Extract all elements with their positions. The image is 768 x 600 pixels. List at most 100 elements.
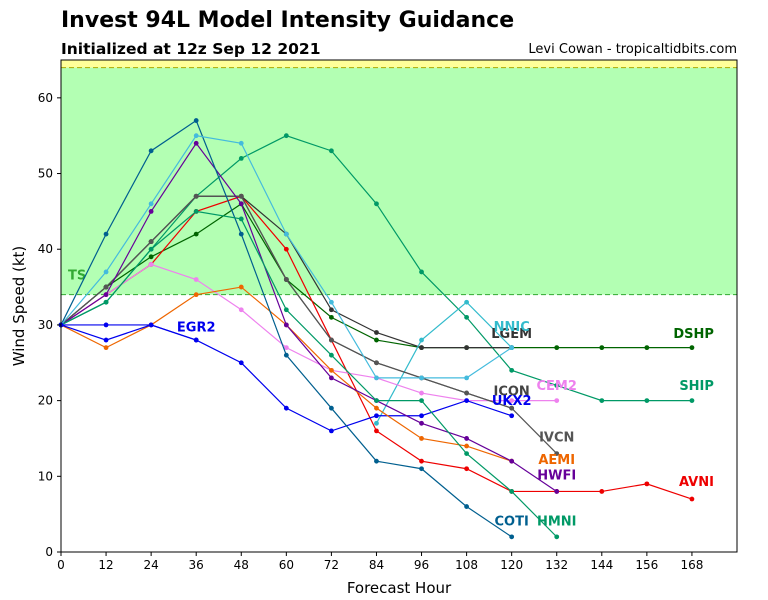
point-hmni-12	[103, 299, 109, 305]
point-ship-168	[689, 398, 695, 404]
point-hmni-132	[554, 534, 560, 540]
point-hwfi-36	[193, 140, 199, 146]
point-dshp-168	[689, 345, 695, 351]
point-hmon-12	[103, 269, 109, 275]
point-ukx2-72	[329, 428, 334, 434]
point-hmni-36	[193, 208, 199, 214]
point-hmni-24	[148, 246, 154, 252]
point-hmni-72	[329, 352, 334, 358]
x-tick-label-156: 156	[635, 558, 658, 572]
point-ivcn-60	[283, 277, 289, 282]
point-hmon-60	[283, 231, 289, 237]
point-coti-60	[283, 352, 289, 358]
point-lgem-72	[329, 307, 334, 313]
series-label-dshp: DSHP	[673, 327, 714, 342]
point-ivcn-48	[238, 193, 244, 199]
x-axis-label: Forecast Hour	[347, 579, 452, 597]
series-label-cem2: CEM2	[537, 379, 577, 394]
point-coti-108	[464, 504, 469, 509]
point-hmni-120	[509, 489, 515, 494]
point-dshp-72	[329, 314, 334, 320]
point-cem2-24	[148, 261, 154, 267]
point-avni-144	[599, 489, 605, 494]
x-tick-label-168: 168	[680, 558, 703, 572]
point-coti-96	[419, 466, 424, 472]
point-hmon-72	[329, 299, 334, 305]
point-ship-156	[644, 398, 650, 404]
axes: 0 12 24 36 48 60 72 84 96 108 120 132 144 156 168 0 10 20…	[38, 59, 738, 572]
point-ship-108	[464, 314, 469, 320]
point-aemi-48	[238, 284, 244, 290]
point-ship-72	[329, 148, 334, 154]
point-aemi-96	[419, 436, 424, 441]
point-cem2-120	[509, 398, 515, 404]
chart-credit: Levi Cowan - tropicaltidbits.com	[528, 42, 737, 57]
y-tick-label-20: 20	[38, 394, 53, 408]
series-line-aemi	[60, 286, 512, 462]
point-hwfi-48	[238, 201, 244, 207]
point-hwfi-60	[283, 322, 289, 328]
point-egr2-24	[148, 322, 154, 328]
x-tick-label-84: 84	[369, 558, 384, 572]
point-ivcn-120	[509, 405, 515, 411]
point-hwfi-132	[554, 489, 560, 494]
point-dshp-36	[193, 231, 199, 237]
point-coti-72	[329, 405, 334, 411]
band-1	[61, 60, 737, 68]
series-label-ivcn: IVCN	[539, 430, 574, 445]
point-aemi-12	[103, 345, 109, 351]
point-dshp-156	[644, 345, 650, 351]
y-tick-label-60: 60	[38, 91, 53, 105]
point-hmni-96	[419, 398, 424, 404]
y-axis-label: Wind Speed (kt)	[10, 246, 28, 367]
point-nnic-84	[374, 420, 379, 426]
point-ivcn-108	[464, 390, 469, 396]
x-tick-label-36: 36	[189, 558, 204, 572]
point-ivcn-132	[554, 451, 560, 456]
point-hwfi-108	[464, 436, 469, 441]
series-label-icon: ICON	[494, 384, 530, 399]
point-lgem-108	[464, 345, 469, 351]
y-tick-label-30: 30	[38, 318, 53, 332]
point-avni-96	[419, 458, 424, 464]
point-lgem-84	[374, 330, 379, 335]
x-tick-label-0: 0	[57, 558, 65, 572]
x-tick-label-24: 24	[143, 558, 158, 572]
point-ship-48	[238, 156, 244, 161]
band-0	[61, 67, 737, 295]
point-lgem-96	[419, 345, 424, 351]
point-avni-168	[689, 496, 695, 502]
point-cem2-60	[283, 345, 289, 351]
point-hmni-60	[283, 307, 289, 313]
point-hwfi-120	[509, 458, 515, 464]
x-tick-label-120: 120	[500, 558, 523, 572]
point-cem2-36	[193, 277, 199, 282]
series-label-aemi: AEMI	[538, 453, 575, 468]
point-hmni-84	[374, 398, 379, 404]
series-label-ukx2: UKX2	[492, 394, 532, 409]
series-label-nnic: NNIC	[494, 320, 530, 335]
y-tick-label-50: 50	[38, 167, 53, 181]
point-ukx2-12	[103, 322, 109, 328]
chart-subtitle: Initialized at 12z Sep 12 2021	[61, 40, 321, 58]
point-ship-132	[554, 383, 560, 388]
point-hmon-48	[238, 140, 244, 146]
point-dshp-84	[374, 337, 379, 343]
series-line-hwfi	[60, 142, 558, 492]
x-tick-label-12: 12	[98, 558, 113, 572]
point-coti-120	[509, 534, 515, 540]
plot-frame	[60, 59, 738, 553]
y-tick-label-40: 40	[38, 242, 53, 256]
series-label-avni: AVNI	[679, 475, 714, 490]
series-label-ship: SHIP	[679, 379, 714, 394]
point-dshp-144	[599, 345, 605, 351]
series-label-lgem: LGEM	[491, 327, 532, 342]
point-hmon-108	[464, 375, 469, 381]
point-hwfi-96	[419, 420, 424, 426]
point-nnic-96	[419, 337, 424, 343]
series-label-hwfi: HWFI	[537, 468, 576, 483]
point-dshp-24	[148, 254, 154, 260]
point-ship-60	[283, 133, 289, 139]
point-ukx2-108	[464, 398, 469, 404]
point-avni-60	[283, 246, 289, 252]
